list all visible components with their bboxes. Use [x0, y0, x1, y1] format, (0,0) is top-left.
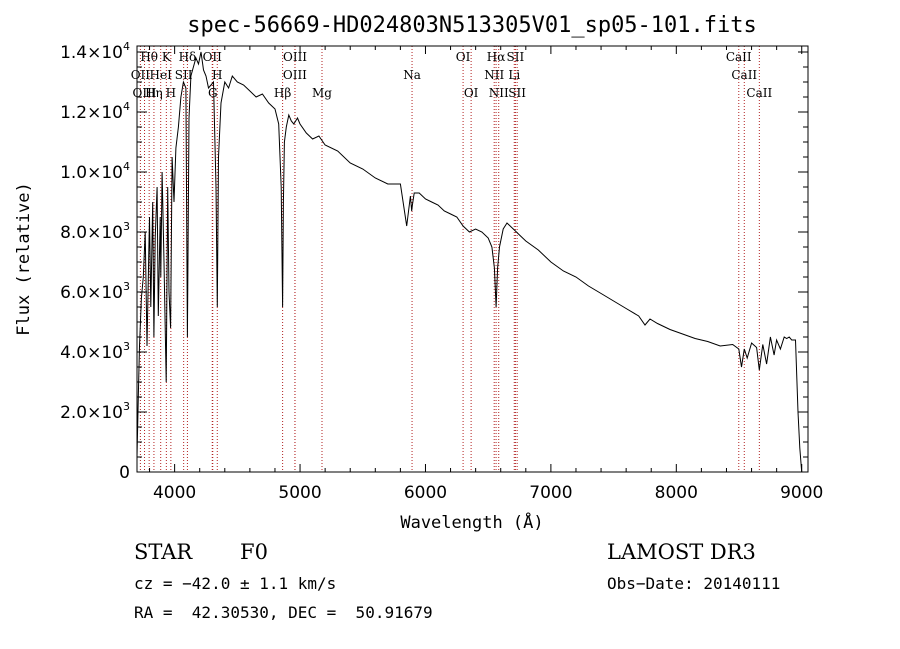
line-marker-label-1: K	[162, 50, 172, 64]
line-marker-label-25: NII	[489, 86, 509, 100]
ra-dec-coordinates: RA = 42.30530, DEC = 50.91679	[134, 603, 433, 622]
line-marker-label-4: OIII	[283, 50, 307, 64]
plot-frame	[136, 45, 809, 473]
line-marker-label-20: H	[166, 86, 176, 100]
x-tick-label: 7000	[529, 483, 572, 503]
y-axis-ticks: 0 2.0×103 4.0×103 6.0×103 8.0×103 1.0×104 1.2×…	[60, 40, 808, 483]
line-marker-label-11: SII	[175, 68, 193, 82]
line-marker-label-19: Hη	[145, 86, 163, 100]
y-tick-label: 4.0×103	[60, 340, 130, 363]
line-marker-label-0: Hθ	[140, 50, 158, 64]
x-tick-label: 9000	[780, 483, 823, 503]
y-tick-label: 1.4×104	[60, 40, 130, 63]
observation-date: Obs−Date: 20140111	[607, 574, 781, 593]
line-marker-label-8: CaII	[726, 50, 752, 64]
y-tick-label: 6.0×103	[60, 280, 130, 303]
line-marker-label-12: H	[212, 68, 222, 82]
x-tick-label: 4000	[153, 483, 196, 503]
y-tick-label: 2.0×103	[60, 400, 130, 423]
object-class: STAR	[134, 540, 193, 564]
x-tick-label: 6000	[404, 483, 447, 503]
line-marker-label-26: SII	[508, 86, 526, 100]
spectrum-line	[136, 51, 803, 473]
chart-title: spec-56669-HD024803N513305V01_sp05-101.f…	[187, 13, 757, 38]
line-marker-label-13: OIII	[283, 68, 307, 82]
line-marker-label-21: G	[208, 86, 218, 100]
y-tick-label: 0	[119, 463, 130, 483]
line-marker-label-17: CaII	[731, 68, 757, 82]
line-markers	[139, 46, 760, 472]
line-marker-label-14: Na	[403, 68, 421, 82]
line-marker-label-24: OI	[464, 86, 479, 100]
line-marker-label-10: HeI	[150, 68, 173, 82]
line-marker-label-27: CaII	[746, 86, 772, 100]
x-axis-label: Wavelength (Å)	[400, 511, 543, 533]
line-marker-label-16: Li	[508, 68, 520, 82]
x-tick-label: 8000	[655, 483, 698, 503]
object-subclass: F0	[240, 540, 268, 564]
survey-name: LAMOST DR3	[607, 540, 756, 564]
y-tick-label: 1.2×104	[60, 100, 130, 123]
line-marker-label-15: NII	[484, 68, 504, 82]
line-marker-label-5: OI	[456, 50, 471, 64]
line-marker-label-2: Hδ	[179, 50, 197, 64]
x-axis-ticks: 4000 5000 6000 7000 8000 9000	[149, 46, 823, 503]
x-tick-label: 5000	[278, 483, 321, 503]
y-tick-label: 8.0×103	[60, 220, 130, 243]
line-marker-label-3: OII	[203, 50, 223, 64]
line-marker-label-9: OII	[131, 68, 151, 82]
line-marker-label-7: SII	[507, 50, 525, 64]
y-tick-label: 1.0×104	[60, 160, 130, 183]
line-marker-label-22: Hβ	[274, 86, 291, 100]
line-marker-label-23: Mg	[312, 86, 332, 100]
redshift-cz: cz = −42.0 ± 1.1 km/s	[134, 574, 337, 593]
line-marker-label-6: Hα	[487, 50, 506, 64]
y-axis-label: Flux (relative)	[14, 182, 34, 336]
